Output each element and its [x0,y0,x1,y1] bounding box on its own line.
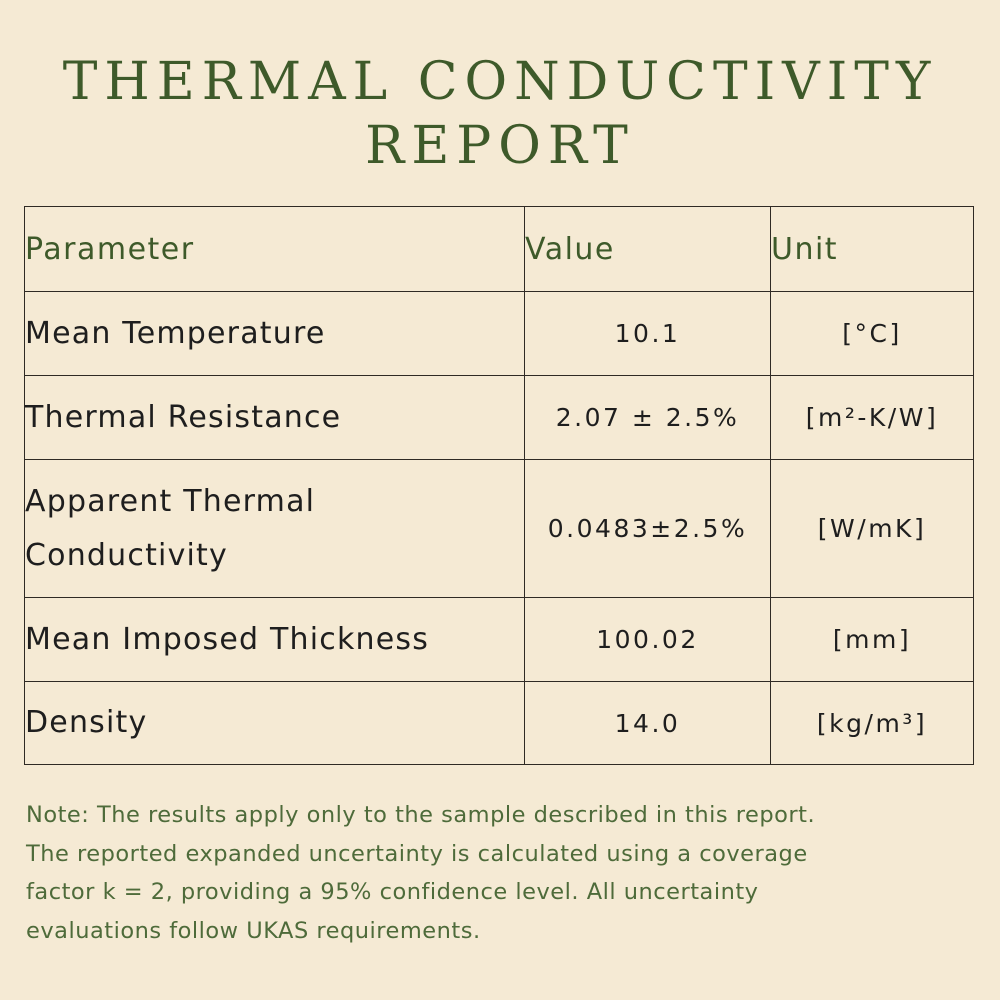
table-row: Mean Imposed Thickness 100.02 [mm] [24,597,974,682]
report-title-line-2: REPORT [365,116,635,176]
unit-cell: [W/mK] [770,459,974,598]
unit-cell: [°C] [770,291,974,376]
unit-cell: [kg/m³] [770,681,974,765]
results-table: Parameter Value Unit Mean Temperature 10… [24,206,974,765]
note-line: factor k = 2, providing a 95% confidence… [26,879,759,905]
value-cell: 100.02 [524,597,771,682]
table-header-row: Parameter Value Unit [24,206,974,292]
table-row: Thermal Resistance 2.07 ± 2.5% [m²-K/W] [24,375,974,460]
value-cell: 2.07 ± 2.5% [524,375,771,460]
header-unit: Unit [770,206,974,292]
report-note: Note: The results apply only to the samp… [26,796,966,950]
parameter-cell: Apparent Thermal Conductivity [24,459,525,598]
value-cell: 14.0 [524,681,771,765]
parameter-cell: Density [24,681,525,765]
report-title-line-1: THERMAL CONDUCTIVITY [62,52,938,112]
parameter-cell: Mean Imposed Thickness [24,597,525,682]
value-cell: 10.1 [524,291,771,376]
parameter-cell: Thermal Resistance [24,375,525,460]
table-row: Apparent Thermal Conductivity 0.0483±2.5… [24,459,974,598]
table-row: Density 14.0 [kg/m³] [24,681,974,765]
unit-cell: [mm] [770,597,974,682]
unit-cell: [m²-K/W] [770,375,974,460]
note-line: Note: The results apply only to the samp… [26,802,816,828]
table-row: Mean Temperature 10.1 [°C] [24,291,974,376]
value-cell: 0.0483±2.5% [524,459,771,598]
header-parameter: Parameter [24,206,525,292]
note-line: evaluations follow UKAS requirements. [26,917,481,944]
parameter-cell: Mean Temperature [24,291,525,376]
note-line: The reported expanded uncertainty is cal… [26,840,808,867]
header-value: Value [524,206,771,292]
